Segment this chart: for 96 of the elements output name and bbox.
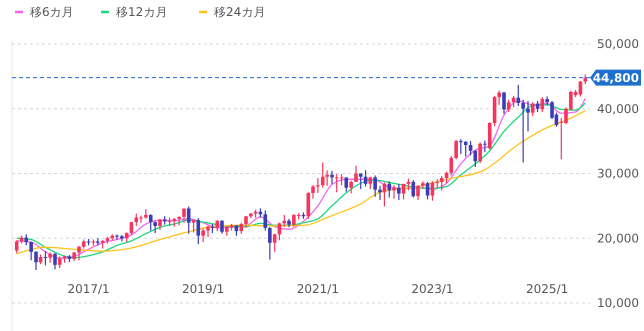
candlestick [172,218,176,228]
candlestick [34,250,38,271]
candlestick [201,228,205,243]
candlestick [354,165,358,183]
candlestick [459,138,463,155]
candlestick [483,140,487,153]
x-tick-label: 2023/1 [411,282,454,296]
candlestick [387,180,392,198]
candlestick [124,232,129,243]
legend-label: 移24カ月 [214,5,266,20]
candlestick [100,240,105,250]
candlestick [536,100,540,113]
candlestick [306,192,310,220]
candlestick [416,184,420,201]
candlestick [220,220,224,234]
candlestick [215,220,220,232]
candlestick [311,184,315,200]
candlestick [158,218,162,230]
candlestick [344,176,348,192]
candlestick [77,245,81,261]
candlestick [144,208,148,220]
candlestick [130,221,134,236]
candlestick [516,84,520,107]
candlestick [406,178,410,191]
candlestick [182,208,186,224]
candlestick [244,216,248,228]
candlestick [268,226,272,260]
candlestick [316,177,320,194]
candlestick [497,90,501,106]
candlestick [440,175,444,191]
candlestick [196,218,200,245]
candlestick [521,99,525,164]
candlestick [392,184,396,200]
candlestick [368,176,372,190]
x-tick-label: 2025/1 [526,282,568,296]
candlestick [263,210,268,232]
candlestick [24,234,28,246]
ref-line-label: 44,800 [592,70,639,85]
candlestick [29,240,33,261]
x-tick-label: 2021/1 [296,282,339,296]
candlestick [540,96,544,113]
y-tick-label: 50,000 [597,37,639,52]
candlestick [530,102,535,116]
candlestick [349,180,353,194]
candlestick [82,238,86,250]
legend-label: 移6カ月 [30,5,74,20]
candlestick [364,170,368,188]
candlestick [177,216,181,226]
candlestick [186,206,191,234]
candlestick [96,238,100,246]
y-tick-label: 20,000 [597,231,639,246]
candlestick [454,139,458,160]
candlestick [225,225,229,236]
candlestick [444,170,448,184]
candlestick [373,174,377,198]
candlestick [14,240,19,254]
candlestick [192,218,196,234]
candlestick [426,181,430,200]
candlestick [545,96,549,106]
candlestick [330,170,334,184]
candlestick [153,220,157,234]
x-tick-label: 2019/1 [182,282,224,296]
candlestick [512,95,516,108]
candlestick [411,179,416,198]
candlestick [258,208,262,218]
candlestick [506,99,511,113]
candlestick [478,142,482,164]
candlestick [72,251,76,262]
candlestick [402,183,406,200]
candlestick [282,214,286,228]
candlestick [473,150,478,168]
candlestick [526,100,530,132]
candlestick [162,216,166,226]
candlestick [148,214,153,232]
candlestick [210,223,214,234]
candlestick [468,140,472,156]
candlestick [382,182,386,208]
candlestick [378,185,382,201]
y-tick-label: 30,000 [597,166,639,181]
legend-label: 移12カ月 [116,5,168,20]
candlestick [272,233,277,252]
candlestick [449,155,454,176]
candlestick [502,91,506,115]
candlestick [239,222,244,234]
y-tick-label: 10,000 [597,296,639,310]
x-tick-label: 2017/1 [67,282,110,296]
candlestick [583,74,588,85]
candlestick [38,254,42,265]
candlestick [58,256,62,269]
candlestick [278,222,282,241]
candlestick [206,225,210,238]
candlestick [320,162,325,188]
candlestick [53,252,57,270]
candlestick [397,183,401,201]
y-tick-label: 40,000 [597,102,639,116]
candlestick [44,250,48,266]
